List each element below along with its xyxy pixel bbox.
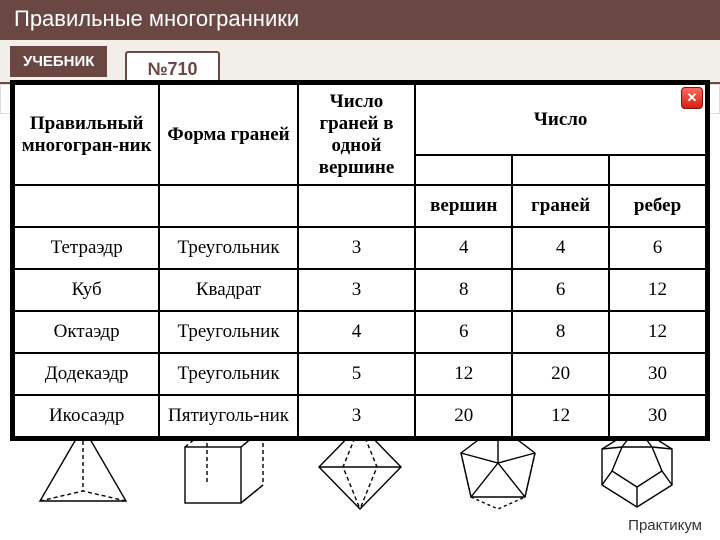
col-polyhedron: Правильный многогран-ник	[14, 84, 159, 185]
practicum-label: Практикум	[628, 517, 702, 534]
cell-e: 12	[609, 311, 706, 353]
cell-face: Треугольник	[159, 311, 297, 353]
cell-pv: 4	[298, 311, 416, 353]
cell-name: Тетраэдр	[14, 227, 159, 269]
cell-f: 12	[512, 395, 609, 437]
tab-label: №710	[147, 59, 197, 79]
table-row: Тетраэдр Треугольник 3 4 4 6	[14, 227, 706, 269]
cell-name: Октаэдр	[14, 311, 159, 353]
cell-f: 6	[512, 269, 609, 311]
cell-name: Икосаэдр	[14, 395, 159, 437]
cell-v: 4	[415, 227, 512, 269]
cell-pv: 5	[298, 353, 416, 395]
subheader: УЧЕБНИК №710	[0, 40, 720, 84]
cell-name: Додекаэдр	[14, 353, 159, 395]
page-title: Правильные многогранники	[14, 6, 299, 31]
subcol-edges: ребер	[609, 185, 706, 227]
cell-pv: 3	[298, 269, 416, 311]
table-row: Додекаэдр Треугольник 5 12 20 30	[14, 353, 706, 395]
polyhedra-table: Правильный многогран-ник Форма граней Чи…	[13, 83, 707, 438]
cell-pv: 3	[298, 395, 416, 437]
cell-face: Треугольник	[159, 227, 297, 269]
close-icon: ✕	[687, 90, 698, 105]
cell-v: 6	[415, 311, 512, 353]
textbook-button[interactable]: УЧЕБНИК	[10, 46, 107, 77]
table-row: Куб Квадрат 3 8 6 12	[14, 269, 706, 311]
table-row: Октаэдр Треугольник 4 6 8 12	[14, 311, 706, 353]
cell-e: 30	[609, 395, 706, 437]
tab-710[interactable]: №710	[125, 51, 219, 84]
cell-v: 12	[415, 353, 512, 395]
cell-e: 12	[609, 269, 706, 311]
cell-name: Куб	[14, 269, 159, 311]
cell-face: Квадрат	[159, 269, 297, 311]
cell-e: 30	[609, 353, 706, 395]
cell-f: 8	[512, 311, 609, 353]
subcol-vertices: вершин	[415, 185, 512, 227]
cell-f: 4	[512, 227, 609, 269]
subcol-faces: граней	[512, 185, 609, 227]
close-button[interactable]: ✕	[681, 87, 703, 109]
col-face-shape: Форма граней	[159, 84, 297, 185]
page-title-bar: Правильные многогранники	[0, 0, 720, 40]
table-row: Икосаэдр Пятиуголь-ник 3 20 12 30	[14, 395, 706, 437]
textbook-label: УЧЕБНИК	[23, 53, 94, 70]
cell-e: 6	[609, 227, 706, 269]
table-body: вершин граней ребер Тетраэдр Треугольник…	[14, 185, 706, 437]
cell-pv: 3	[298, 227, 416, 269]
cell-f: 20	[512, 353, 609, 395]
cell-v: 8	[415, 269, 512, 311]
cell-face: Пятиуголь-ник	[159, 395, 297, 437]
polyhedra-table-window: ✕ Правильный многогран-ник Форма граней …	[10, 80, 710, 441]
practicum-text: Практикум	[628, 517, 702, 534]
col-faces-per-vertex: Число граней в одной вершине	[298, 84, 416, 185]
cell-face: Треугольник	[159, 353, 297, 395]
col-count: Число	[415, 84, 706, 155]
cell-v: 20	[415, 395, 512, 437]
